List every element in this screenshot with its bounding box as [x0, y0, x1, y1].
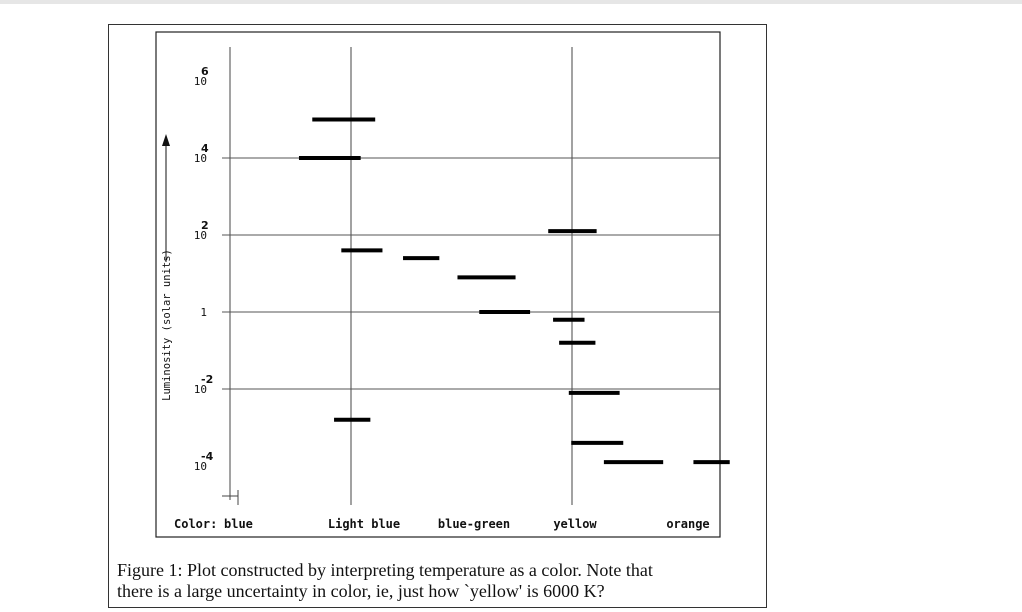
y-tick-label: 1 — [200, 306, 207, 319]
y-tick-base: 10 — [194, 460, 207, 473]
caption-line-2: there is a large uncertainty in color, i… — [117, 581, 605, 601]
figure-frame — [108, 24, 767, 608]
ylabel-arrow-head — [162, 134, 170, 146]
data-marks — [298, 117, 730, 465]
x-category-labels: Color: blue Light blue blue-green yellow oran… — [174, 517, 710, 531]
figure-caption: Figure 1: Plot constructed by interpreti… — [117, 560, 757, 602]
x-category-label: Light blue — [328, 517, 400, 531]
x-category-label: blue — [224, 517, 253, 531]
y-tick-base: 10 — [194, 152, 207, 165]
y-tick-base: 10 — [194, 229, 207, 242]
x-category-label: blue-green — [438, 517, 510, 531]
y-tick-base: 10 — [194, 75, 207, 88]
gridlines — [222, 157, 720, 390]
y-tick-label: 106 — [194, 65, 209, 88]
y-tick-base: 1 — [200, 306, 207, 319]
x-category-label: yellow — [553, 517, 597, 531]
y-tick-exponent: 4 — [201, 142, 209, 155]
x-axis-prefix: Color: — [174, 517, 217, 531]
y-tick-exponent: -2 — [201, 373, 213, 386]
y-tick-label: 104 — [194, 142, 209, 165]
page-top-rule — [0, 0, 1022, 4]
caption-line-1: Figure 1: Plot constructed by interpreti… — [117, 560, 653, 580]
y-tick-exponent: 6 — [201, 65, 209, 78]
y-tick-label: 10-4 — [194, 450, 214, 473]
plot-area — [155, 31, 721, 538]
y-axis-label: Luminosity (solar units) — [161, 249, 173, 401]
y-tick-exponent: -4 — [201, 450, 214, 463]
y-tick-label: 102 — [194, 219, 209, 242]
x-category-label: orange — [666, 517, 709, 531]
y-tick-base: 10 — [194, 383, 207, 396]
y-tick-exponent: 2 — [201, 219, 209, 232]
y-tick-label: 10-2 — [194, 373, 213, 396]
